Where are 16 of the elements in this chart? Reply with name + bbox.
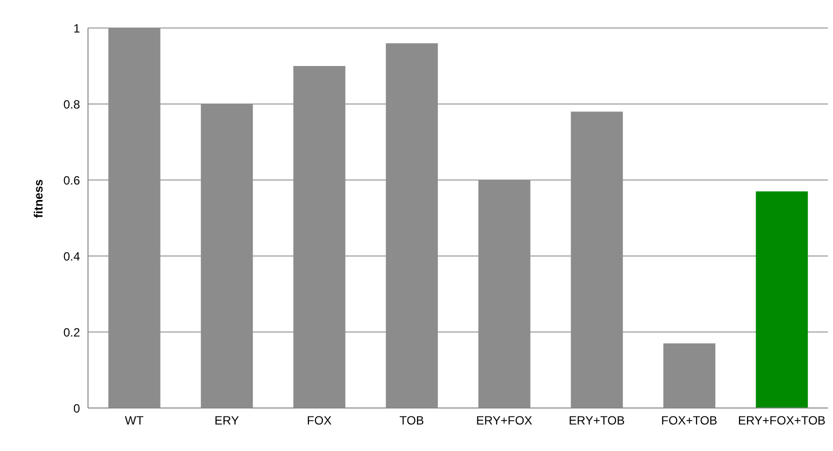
x-tick-label: ERY+TOB xyxy=(568,414,625,428)
x-tick-label: TOB xyxy=(400,414,424,428)
bar xyxy=(756,191,808,408)
y-tick-label: 1 xyxy=(73,21,80,36)
x-tick-label: FOX xyxy=(306,414,332,428)
y-tick-label: 0.2 xyxy=(63,325,80,340)
x-tick-label: WT xyxy=(124,414,144,428)
y-tick-label: 0.6 xyxy=(63,173,80,188)
y-tick-label: 0.8 xyxy=(63,97,80,112)
x-tick-label: FOX+TOB xyxy=(661,414,718,428)
x-tick-label: ERY xyxy=(214,414,239,428)
y-tick-label: 0.4 xyxy=(63,249,80,264)
y-axis-title: fitness xyxy=(31,178,46,218)
y-tick-label: 0 xyxy=(73,401,80,416)
x-tick-label: ERY+FOX xyxy=(476,414,532,428)
x-tick-label: ERY+FOX+TOB xyxy=(738,414,826,428)
